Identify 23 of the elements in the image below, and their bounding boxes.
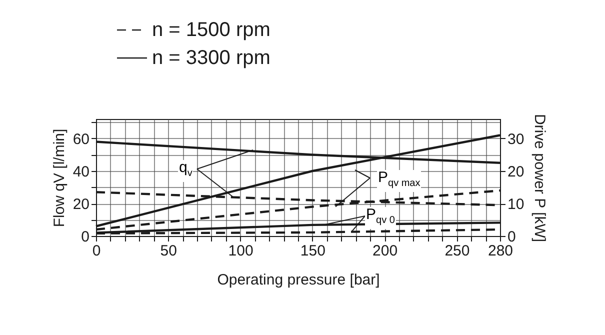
- annotation: P$_{qv 0}$: [365, 206, 396, 229]
- annotation: P$_{qv max}$: [377, 169, 422, 192]
- x-axis-title: Operating pressure [bar]: [217, 272, 380, 288]
- annotation: q$_{v}$: [178, 159, 194, 182]
- y-tick-label: 60: [72, 131, 90, 148]
- y2-tick-label: 10: [508, 196, 524, 213]
- y-tick-label: 40: [72, 164, 90, 180]
- legend-label: n = 3300 rpm: [152, 47, 270, 69]
- x-tick-label: 150: [300, 242, 326, 260]
- y-tick-label: 0: [81, 228, 90, 246]
- legend-label: n = 1500 rpm: [152, 19, 270, 41]
- y-tick-label: 20: [72, 196, 90, 213]
- y2-tick-label: 0: [508, 228, 516, 246]
- y2-tick-label: 20: [508, 164, 524, 180]
- x-tick-label: 0: [92, 242, 101, 260]
- x-tick-label: 200: [372, 242, 398, 260]
- x-tick-label: 50: [160, 242, 177, 260]
- y2-tick-label: 30: [508, 131, 524, 148]
- x-tick-label: 250: [444, 242, 470, 260]
- y-axis-title: Flow qV [l/min]: [50, 128, 68, 228]
- x-tick-label: 280: [488, 242, 514, 260]
- x-tick-label: 100: [228, 242, 254, 260]
- y2-axis-title: Drive power P [kW]: [531, 114, 548, 242]
